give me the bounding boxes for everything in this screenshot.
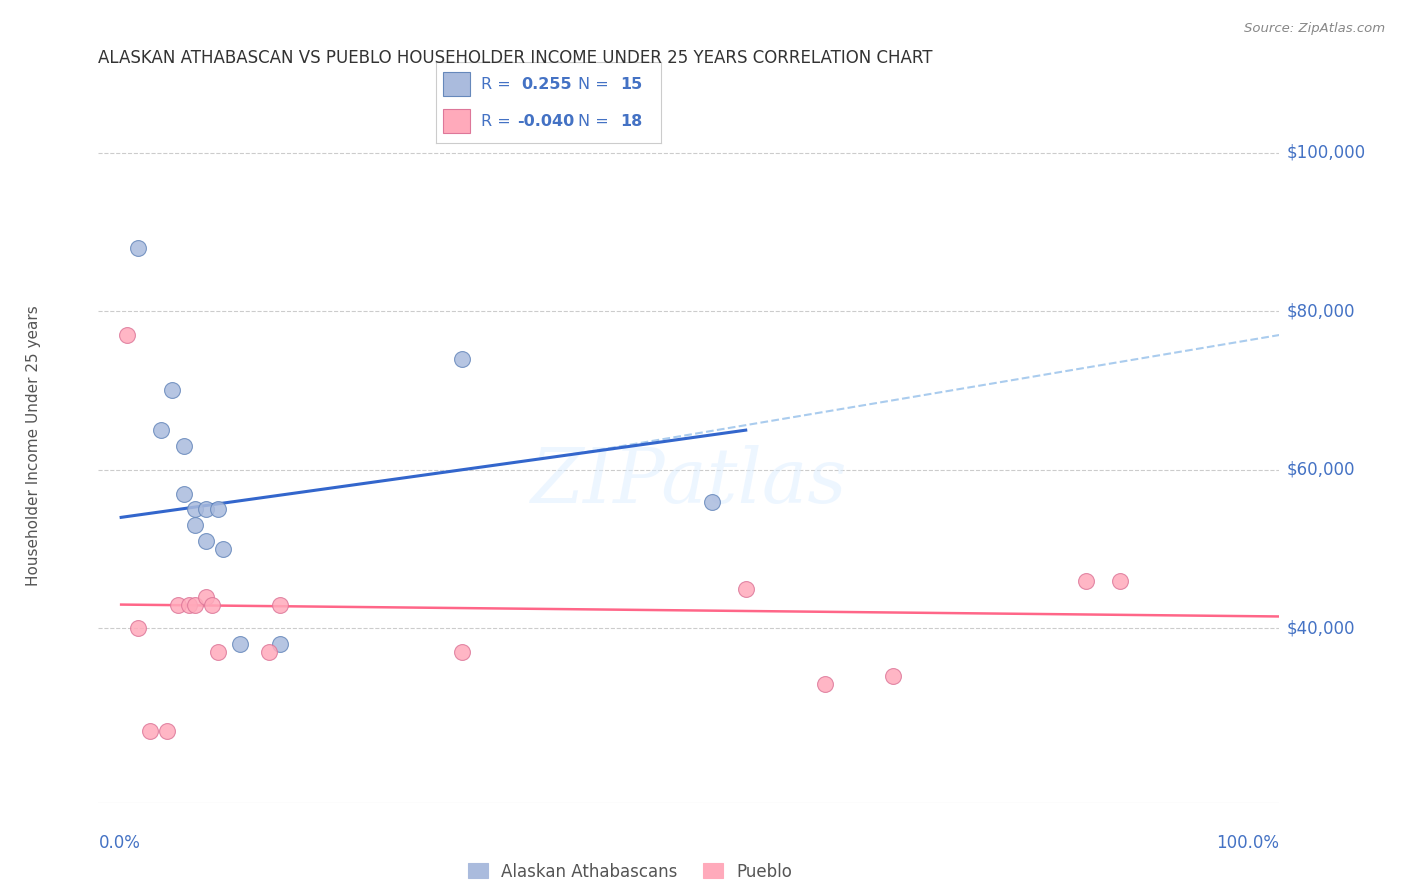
Text: $100,000: $100,000: [1286, 144, 1365, 161]
Point: [162, 384, 183, 398]
Point: [173, 486, 195, 500]
Point: [115, 328, 138, 343]
Text: ALASKAN ATHABASCAN VS PUEBLO HOUSEHOLDER INCOME UNDER 25 YEARS CORRELATION CHART: ALASKAN ATHABASCAN VS PUEBLO HOUSEHOLDER…: [98, 49, 934, 67]
Point: [1109, 574, 1132, 588]
Point: [1076, 574, 1098, 588]
Point: [127, 241, 149, 255]
Text: 15: 15: [620, 77, 643, 92]
Point: [195, 590, 218, 604]
Point: [212, 542, 235, 557]
Point: [167, 598, 190, 612]
Text: 18: 18: [620, 113, 643, 128]
Point: [814, 677, 837, 691]
Text: R =: R =: [481, 77, 510, 92]
Point: [127, 621, 149, 635]
Legend: Alaskan Athabascans, Pueblo: Alaskan Athabascans, Pueblo: [461, 856, 799, 888]
Text: ZIPatlas: ZIPatlas: [530, 445, 848, 518]
Point: [229, 637, 252, 651]
Text: R =: R =: [481, 113, 510, 128]
Point: [269, 637, 291, 651]
Point: [450, 645, 472, 659]
Point: [173, 439, 195, 453]
Text: $60,000: $60,000: [1286, 461, 1355, 479]
Point: [184, 502, 207, 516]
Point: [700, 494, 723, 508]
Point: [207, 645, 229, 659]
Text: 0.255: 0.255: [522, 77, 572, 92]
Point: [155, 724, 177, 739]
Point: [138, 724, 160, 739]
Point: [269, 598, 291, 612]
Text: 0.0%: 0.0%: [98, 834, 141, 852]
FancyBboxPatch shape: [443, 72, 470, 96]
Point: [184, 598, 207, 612]
Point: [184, 518, 207, 533]
Text: N =: N =: [578, 77, 609, 92]
Point: [450, 351, 472, 366]
Text: $80,000: $80,000: [1286, 302, 1355, 320]
Text: -0.040: -0.040: [517, 113, 574, 128]
Point: [257, 645, 280, 659]
FancyBboxPatch shape: [443, 109, 470, 133]
Point: [195, 502, 218, 516]
Text: 100.0%: 100.0%: [1216, 834, 1279, 852]
Point: [734, 582, 756, 596]
Point: [882, 669, 904, 683]
Text: Source: ZipAtlas.com: Source: ZipAtlas.com: [1244, 22, 1385, 36]
Point: [195, 534, 218, 549]
Text: Householder Income Under 25 years: Householder Income Under 25 years: [25, 306, 41, 586]
Text: $40,000: $40,000: [1286, 619, 1355, 638]
Text: N =: N =: [578, 113, 609, 128]
Point: [179, 598, 201, 612]
Point: [201, 598, 224, 612]
Point: [149, 423, 172, 437]
Point: [207, 502, 229, 516]
